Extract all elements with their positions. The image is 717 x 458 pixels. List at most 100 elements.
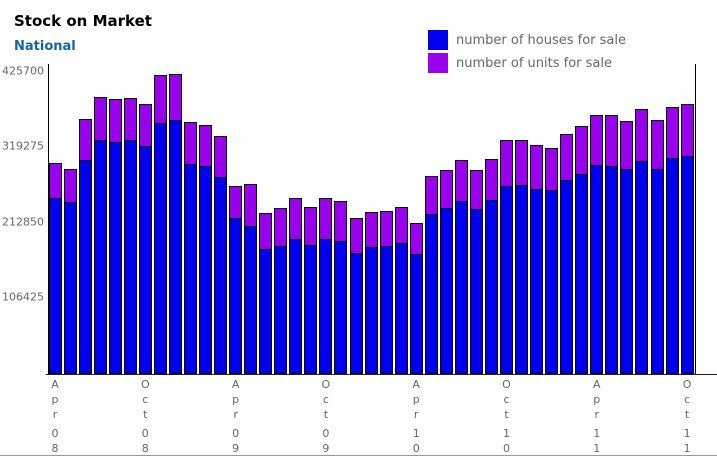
bar-segment-houses: [63, 202, 77, 374]
bar-segment-houses: [560, 180, 574, 374]
bar-segment-houses: [304, 245, 318, 374]
stacked-bar: [590, 114, 604, 374]
bar-segment-houses: [620, 169, 634, 374]
stacked-bar: [244, 183, 258, 374]
y-axis-tick-label: 319275: [2, 139, 44, 153]
bar-segment-units: [575, 126, 589, 175]
chart-legend: number of houses for sale number of units…: [428, 30, 626, 76]
bar-segment-houses: [229, 218, 243, 374]
bar-segment-houses: [590, 165, 604, 374]
stacked-bar: [199, 124, 212, 374]
stacked-bar: [560, 133, 574, 374]
bar-segment-houses: [665, 158, 679, 374]
bar-segment-houses: [123, 140, 137, 374]
stacked-bar: [530, 144, 544, 374]
stacked-bar: [63, 168, 77, 374]
stacked-bar: [319, 197, 333, 374]
stacked-bar: [515, 139, 529, 374]
stacked-bar: [93, 96, 107, 374]
stacked-bar: [364, 211, 378, 374]
bar-segment-houses: [244, 226, 258, 374]
bar-segment-houses: [500, 186, 513, 374]
stacked-bar: [229, 185, 243, 374]
legend-item: number of units for sale: [428, 53, 626, 73]
stacked-bar: [575, 125, 589, 374]
stacked-bar: [289, 197, 303, 374]
legend-label: number of units for sale: [456, 55, 612, 71]
stacked-bar: [500, 139, 513, 374]
stacked-bar: [48, 162, 62, 374]
bar-segment-houses: [274, 246, 288, 374]
stacked-bar: [394, 206, 408, 374]
bar-segment-houses: [153, 123, 167, 374]
bar-segment-units: [93, 97, 107, 141]
bar-segment-houses: [168, 120, 182, 374]
stacked-bar: [424, 175, 438, 374]
stacked-bar: [78, 118, 92, 374]
bar-segment-houses: [108, 142, 122, 374]
houses-legend-swatch: [428, 30, 448, 50]
bar-segment-units: [379, 211, 393, 247]
stacked-bar: [680, 103, 694, 374]
bar-segment-houses: [349, 253, 363, 374]
bar-segment-units: [48, 163, 62, 199]
bar-segment-units: [515, 140, 529, 186]
stacked-bar: [545, 147, 559, 374]
stacked-bar: [469, 169, 483, 374]
bottom-divider: [0, 455, 717, 456]
bar-segment-units: [289, 198, 303, 240]
bar-segment-houses: [48, 198, 62, 374]
stacked-bar: [409, 222, 423, 374]
stacked-bar: [454, 159, 468, 374]
bar-segment-houses: [259, 249, 273, 374]
stacked-bar: [168, 73, 182, 374]
bar-segment-units: [259, 213, 273, 250]
bar-segment-houses: [515, 185, 529, 374]
stacked-bar: [123, 97, 137, 374]
bar-segment-houses: [409, 254, 423, 374]
y-axis-tick-label: 425700: [2, 64, 44, 77]
stacked-bar: [304, 206, 318, 374]
bar-segment-houses: [575, 174, 589, 374]
bar-segment-units: [304, 207, 318, 246]
bar-segment-units: [78, 119, 92, 161]
bar-segment-units: [199, 125, 212, 167]
page-title: Stock on Market: [14, 12, 152, 30]
bar-segment-houses: [214, 177, 228, 374]
stacked-bar: [665, 106, 679, 374]
bar-segment-houses: [334, 241, 348, 374]
bar-segment-units: [138, 104, 152, 147]
bar-segment-units: [439, 170, 453, 209]
bar-segment-houses: [319, 239, 333, 374]
bar-segment-units: [123, 98, 137, 141]
stacked-bar: [214, 135, 228, 374]
bar-segment-houses: [605, 166, 619, 374]
bar-segment-units: [424, 176, 438, 215]
bar-segment-units: [349, 218, 363, 254]
stacked-bar: [274, 207, 288, 374]
legend-item: number of houses for sale: [428, 30, 626, 50]
bar-segment-units: [108, 99, 122, 143]
bar-segment-units: [590, 115, 604, 166]
bar-segment-houses: [199, 166, 212, 374]
bar-segment-units: [274, 208, 288, 247]
bar-segment-houses: [650, 169, 664, 374]
bar-segment-houses: [78, 160, 92, 374]
x-axis-baseline: [46, 374, 717, 375]
stacked-bar: [620, 120, 634, 374]
bar-segment-units: [560, 134, 574, 181]
stacked-bar: [650, 119, 664, 374]
bar-segment-units: [364, 212, 378, 248]
bar-segment-units: [409, 223, 423, 255]
legend-label: number of houses for sale: [456, 32, 626, 48]
stacked-bar: [138, 103, 152, 374]
bar-segment-houses: [530, 189, 544, 374]
bar-segment-units: [545, 148, 559, 191]
stacked-bar: [379, 210, 393, 374]
bar-segment-units: [680, 104, 694, 157]
bar-segment-houses: [439, 208, 453, 374]
